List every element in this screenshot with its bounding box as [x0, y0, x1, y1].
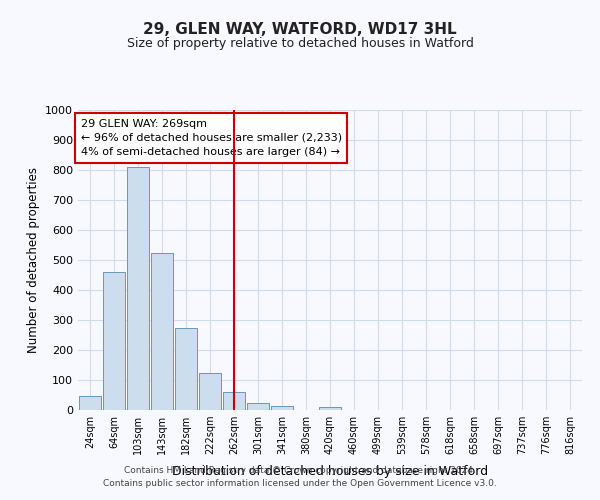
Text: Size of property relative to detached houses in Watford: Size of property relative to detached ho…	[127, 38, 473, 51]
Text: 29 GLEN WAY: 269sqm
← 96% of detached houses are smaller (2,233)
4% of semi-deta: 29 GLEN WAY: 269sqm ← 96% of detached ho…	[80, 119, 341, 157]
Bar	[247, 402, 269, 410]
Bar	[175, 328, 197, 410]
Bar	[127, 167, 149, 410]
Bar	[223, 392, 245, 410]
Bar	[319, 407, 341, 410]
Bar	[151, 252, 173, 410]
Text: 29, GLEN WAY, WATFORD, WD17 3HL: 29, GLEN WAY, WATFORD, WD17 3HL	[143, 22, 457, 38]
Bar	[199, 372, 221, 410]
Text: Contains HM Land Registry data © Crown copyright and database right 2024.
Contai: Contains HM Land Registry data © Crown c…	[103, 466, 497, 487]
Bar	[79, 396, 101, 410]
Y-axis label: Number of detached properties: Number of detached properties	[26, 167, 40, 353]
X-axis label: Distribution of detached houses by size in Watford: Distribution of detached houses by size …	[172, 466, 488, 478]
Bar	[103, 272, 125, 410]
Bar	[271, 406, 293, 410]
